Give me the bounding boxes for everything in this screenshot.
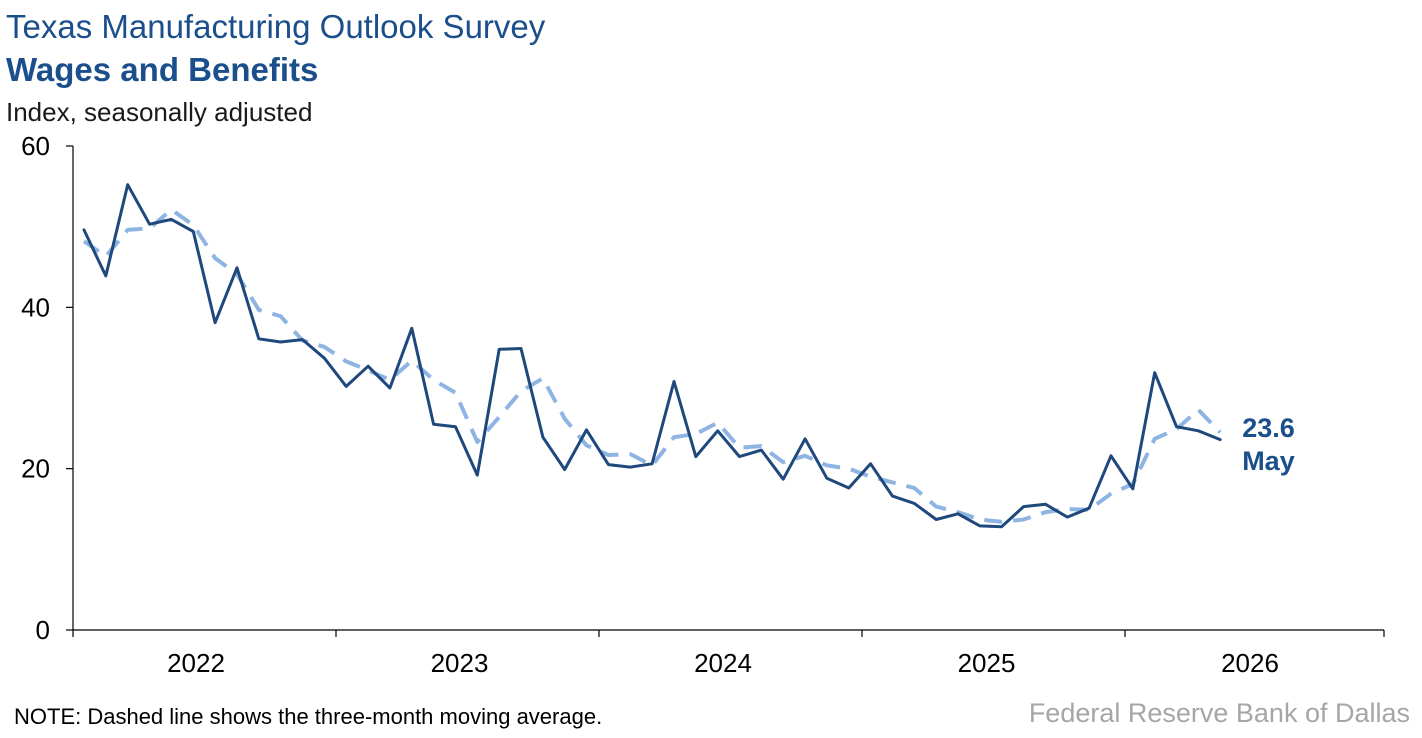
chart-note: NOTE: Dashed line shows the three-month … <box>14 704 603 729</box>
x-tick-label: 2024 <box>694 648 752 678</box>
y-tick-label: 60 <box>21 131 50 161</box>
chart-title: Texas Manufacturing Outlook Survey <box>6 8 546 45</box>
source-credit: Federal Reserve Bank of Dallas <box>1028 698 1410 728</box>
index-line <box>82 183 1222 529</box>
y-tick-label: 20 <box>21 454 50 484</box>
y-tick-label: 0 <box>36 615 50 645</box>
x-tick-label: 2023 <box>431 648 489 678</box>
chart-subtitle: Wages and Benefits <box>6 51 319 88</box>
annotation-value: 23.6 <box>1242 413 1295 443</box>
x-tick-label: 2025 <box>958 648 1016 678</box>
y-axis-label: Index, seasonally adjusted <box>6 97 313 127</box>
annotation-label: May <box>1242 446 1295 476</box>
x-tick-label: 2026 <box>1221 648 1279 678</box>
x-tick-label: 2022 <box>167 648 225 678</box>
y-tick-label: 40 <box>21 292 50 322</box>
moving-average-line <box>82 207 1222 524</box>
